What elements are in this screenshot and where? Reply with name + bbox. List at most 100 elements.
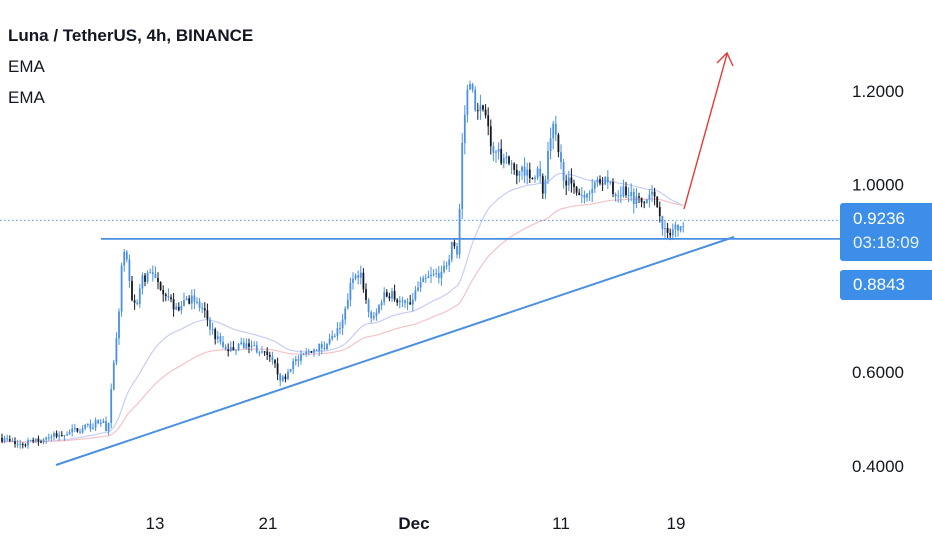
candle: [253, 341, 255, 346]
candle-body: [316, 350, 318, 351]
candle: [168, 288, 170, 300]
candle: [589, 190, 591, 201]
candle: [534, 175, 536, 183]
candle: [451, 241, 453, 262]
candle: [240, 338, 242, 345]
candle-body: [381, 302, 383, 305]
candle: [181, 301, 183, 314]
candle-body: [368, 300, 370, 312]
candle: [542, 173, 544, 199]
candle-body: [667, 228, 669, 233]
candle: [118, 309, 120, 345]
candle-body: [617, 195, 619, 196]
candle-body: [404, 300, 406, 303]
candle: [459, 204, 461, 259]
candle-body: [84, 425, 86, 429]
candle-body: [40, 442, 42, 443]
candle-body: [53, 433, 55, 436]
candlesticks: [1, 81, 684, 449]
candle: [586, 193, 588, 202]
candle-body: [373, 316, 375, 318]
candle: [95, 417, 97, 431]
candle: [350, 278, 352, 307]
candle-body: [537, 169, 539, 178]
candle-body: [472, 84, 474, 89]
candle-body: [357, 275, 359, 277]
candle-body: [243, 342, 245, 348]
candle-body: [77, 428, 79, 431]
candle-body: [100, 423, 102, 424]
candle-body: [308, 351, 310, 352]
candle: [204, 302, 206, 318]
ema-legend-1[interactable]: EMA: [8, 51, 253, 82]
candle-body: [454, 242, 456, 246]
candle: [27, 438, 29, 449]
candle: [365, 283, 367, 303]
candle: [290, 369, 292, 372]
candle-body: [123, 252, 125, 266]
candle: [274, 359, 276, 368]
candle: [485, 104, 487, 118]
candle-body: [438, 273, 440, 278]
candle-body: [682, 226, 684, 227]
symbol-title[interactable]: Luna / TetherUS, 4h, BINANCE: [8, 20, 253, 51]
candle-body: [591, 189, 593, 193]
candle-body: [149, 272, 151, 273]
candle-body: [589, 193, 591, 194]
candle: [248, 339, 250, 353]
candle-body: [563, 162, 565, 181]
candle-body: [461, 143, 463, 209]
candle-body: [597, 179, 599, 182]
candle: [178, 302, 180, 311]
candle: [477, 103, 479, 120]
candle-body: [508, 157, 510, 164]
ema-legend-2[interactable]: EMA: [8, 82, 253, 113]
candle: [165, 293, 167, 302]
candle-body: [209, 319, 211, 329]
candle: [1, 434, 3, 443]
candle-body: [578, 193, 580, 196]
candle-body: [74, 428, 76, 429]
candle-body: [30, 440, 32, 441]
candle-body: [342, 320, 344, 329]
candle: [209, 317, 211, 336]
candle-body: [204, 308, 206, 310]
candle-body: [378, 305, 380, 312]
candle-body: [246, 343, 248, 348]
candle-body: [656, 197, 658, 208]
time-tick-label: 21: [259, 514, 278, 533]
candle-body: [38, 439, 40, 442]
candle: [100, 419, 102, 427]
time-tick-label: Dec: [398, 514, 429, 533]
candle: [680, 226, 682, 232]
candle-body: [139, 288, 141, 304]
candle-body: [620, 195, 622, 196]
time-axis[interactable]: 13 21 Dec 11 19: [146, 514, 686, 533]
candle-body: [261, 351, 263, 352]
candle: [456, 243, 458, 258]
candle: [649, 189, 651, 207]
candle-body: [456, 246, 458, 254]
candle: [602, 177, 604, 191]
candle: [420, 277, 422, 292]
candle: [264, 351, 266, 356]
candle: [233, 341, 235, 350]
candle-body: [435, 273, 437, 274]
candle: [461, 133, 463, 219]
candle: [675, 222, 677, 238]
candle: [604, 176, 606, 185]
candle-body: [160, 282, 162, 290]
candle-body: [155, 274, 157, 278]
candle: [292, 358, 294, 374]
candle: [623, 180, 625, 198]
candle: [664, 221, 666, 238]
candle: [545, 175, 547, 199]
candle: [383, 287, 385, 305]
candle: [558, 133, 560, 157]
candle: [227, 343, 229, 356]
candle-body: [560, 152, 562, 162]
projection-arrow: [684, 54, 727, 209]
candle-body: [630, 192, 632, 196]
candle-body: [51, 437, 53, 438]
candle-body: [389, 296, 391, 298]
